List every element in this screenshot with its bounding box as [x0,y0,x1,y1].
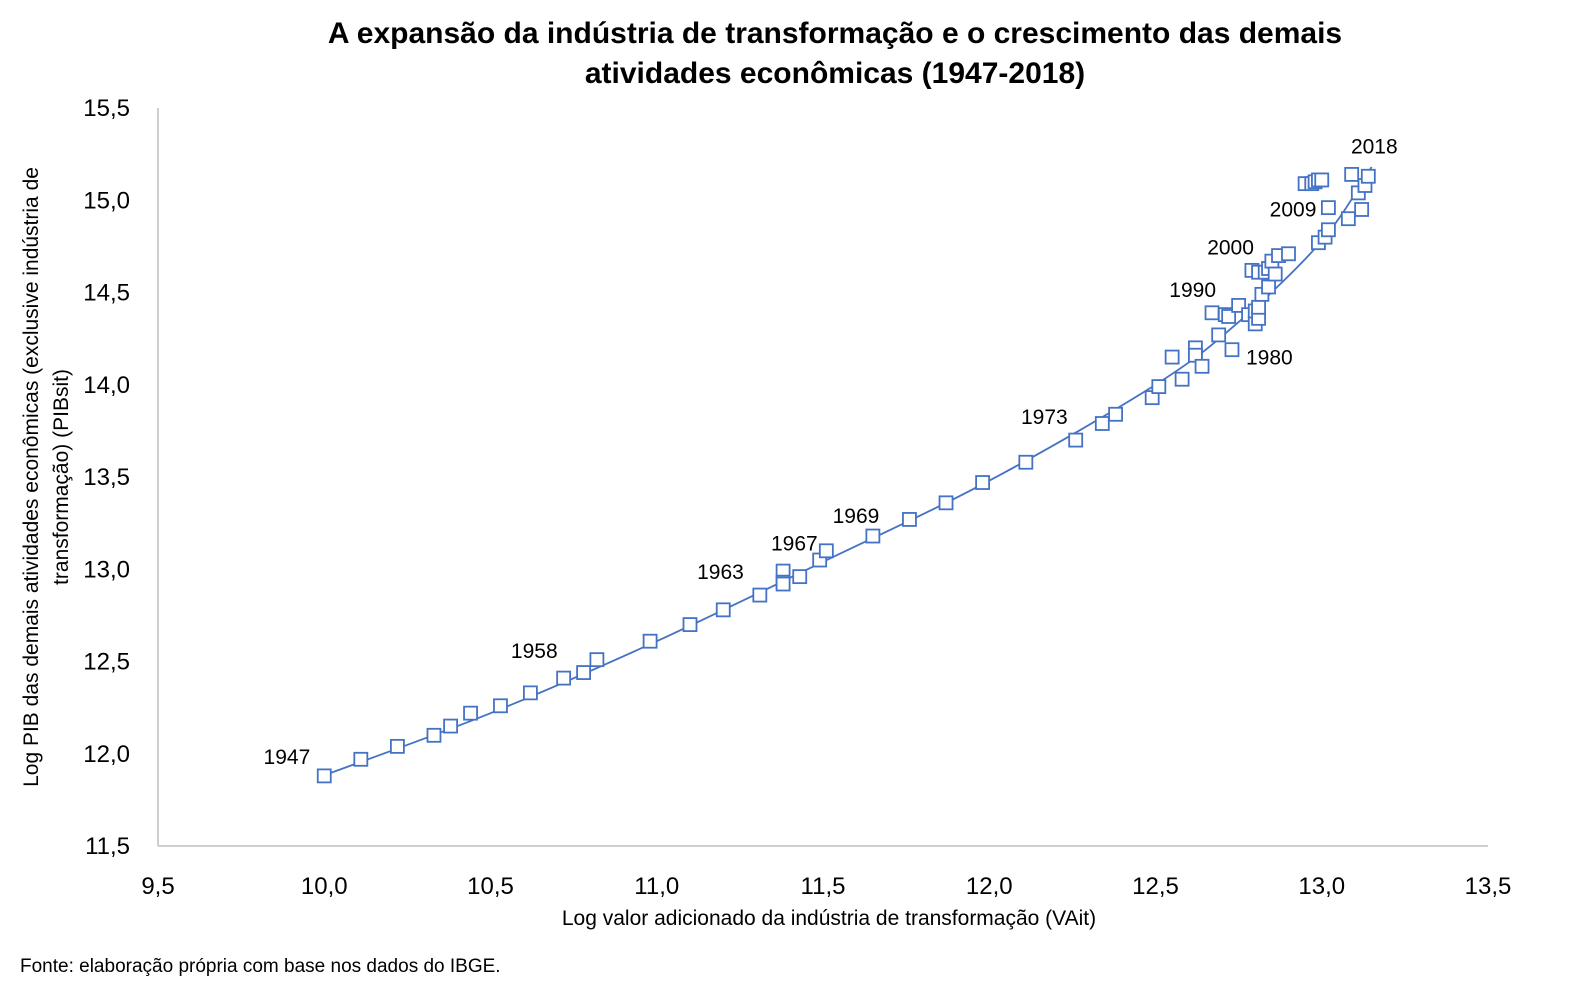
data-point-marker [775,576,791,592]
year-annotation: 1973 [1021,406,1068,429]
data-point-marker [1314,172,1330,188]
x-tick-label: 13,0 [1298,873,1345,900]
data-point-marker [463,705,478,721]
data-point-marker [902,512,917,527]
y-tick-label: 12,0 [83,741,130,768]
year-annotation: 1967 [771,533,818,556]
data-point-marker [1281,246,1296,262]
y-tick-label: 12,5 [83,649,130,676]
data-point-marker [1194,358,1210,374]
annotations: 1947 1958 1963 1967 1969 1973 1980 1990 2000 2009… [264,135,1398,769]
data-point-marker [1321,222,1336,238]
data-point-marker [1108,406,1123,422]
source-note: Fonte: elaboração própria com base nos d… [20,956,501,977]
y-tick-label: 13,5 [83,464,130,491]
year-annotation: 1947 [264,746,311,769]
data-point-marker [1094,416,1110,431]
chart-title-line-1: A expansão da indústria de transformação… [327,17,1343,50]
x-tick-label: 12,0 [966,873,1013,900]
data-point-marker [1164,349,1180,365]
axis-labels: Log valor adicionado da indústria de tra… [20,167,1096,930]
y-tick-label: 15,5 [83,95,130,122]
data-point-marker [1211,327,1227,343]
data-point-marker [493,698,508,714]
data-point-marker [792,569,808,585]
data-point-marker [1354,202,1370,217]
year-annotation: 1990 [1169,279,1216,302]
x-tick-label: 12,5 [1132,873,1179,900]
data-point-marker [1151,379,1167,394]
data-point-marker [353,751,369,767]
data-point-marker [1360,168,1376,184]
data-points [316,167,1376,784]
data-point-marker [1321,200,1336,216]
year-annotation: 1963 [697,561,744,584]
x-tick-label: 13,5 [1465,873,1512,900]
year-annotation: 2018 [1351,135,1398,158]
data-point-marker [938,495,954,511]
year-annotation: 1980 [1246,347,1293,370]
x-tick-label: 10,5 [467,873,514,900]
y-tick-label: 14,0 [83,372,130,399]
data-point-marker [576,665,591,680]
x-tick-label: 11,0 [634,873,679,900]
data-point-marker [865,528,881,544]
y-axis-label-line: transformação) (PIBsit) [50,369,73,585]
data-point-marker [589,652,605,668]
data-point-marker [642,633,658,649]
x-axis-label: Log valor adicionado da indústria de tra… [562,907,1096,930]
data-point-marker [426,727,442,743]
x-tick-label: 9,5 [141,873,174,900]
chart-title-line-2: atividades econômicas (1947-2018) [584,57,1086,90]
data-point-marker [1224,342,1240,358]
data-point-marker [1261,279,1276,295]
data-point-marker [316,768,332,784]
data-point-marker [1221,309,1237,324]
data-point-marker [1344,167,1360,182]
year-annotation: 1958 [511,640,558,663]
y-axis-label-line: Log PIB das demais atividades econômicas… [20,167,43,787]
scatter-plot: 9,5 10,0 10,5 11,0 11,5 12,0 12,5 13,0 13,5 11,5 1… [20,95,1511,930]
y-tick-label: 14,5 [83,280,130,307]
data-point-marker [443,718,459,734]
x-tick-label: 11,5 [801,873,846,900]
year-annotation: 1969 [833,505,880,528]
data-point-marker [1068,432,1084,448]
data-point-marker [1267,266,1283,282]
axes: 9,5 10,0 10,5 11,0 11,5 12,0 12,5 13,0 13,5 11,5 1… [83,95,1511,900]
year-annotation: 2000 [1207,236,1254,259]
y-tick-label: 11,5 [85,833,130,860]
data-point-marker [1340,211,1356,227]
y-axis-label: Log PIB das demais atividades econômicas… [20,167,73,787]
data-point-marker [389,738,405,754]
data-point-marker [1251,299,1266,315]
data-point-marker [1204,305,1220,321]
data-point-marker [715,602,731,618]
x-tick-label: 10,0 [301,873,348,900]
data-point-marker [556,670,572,686]
data-point-marker [1018,454,1034,470]
data-point-marker [523,685,538,701]
data-point-marker [682,617,698,632]
y-tick-label: 13,0 [83,556,130,583]
data-point-marker [752,587,768,603]
y-tick-label: 15,0 [83,187,130,214]
chart-title: A expansão da indústria de transformação… [160,14,1510,94]
year-annotation: 2009 [1270,199,1317,222]
data-point-marker [1174,371,1190,387]
data-point-marker [818,543,834,559]
data-point-marker [975,475,990,490]
